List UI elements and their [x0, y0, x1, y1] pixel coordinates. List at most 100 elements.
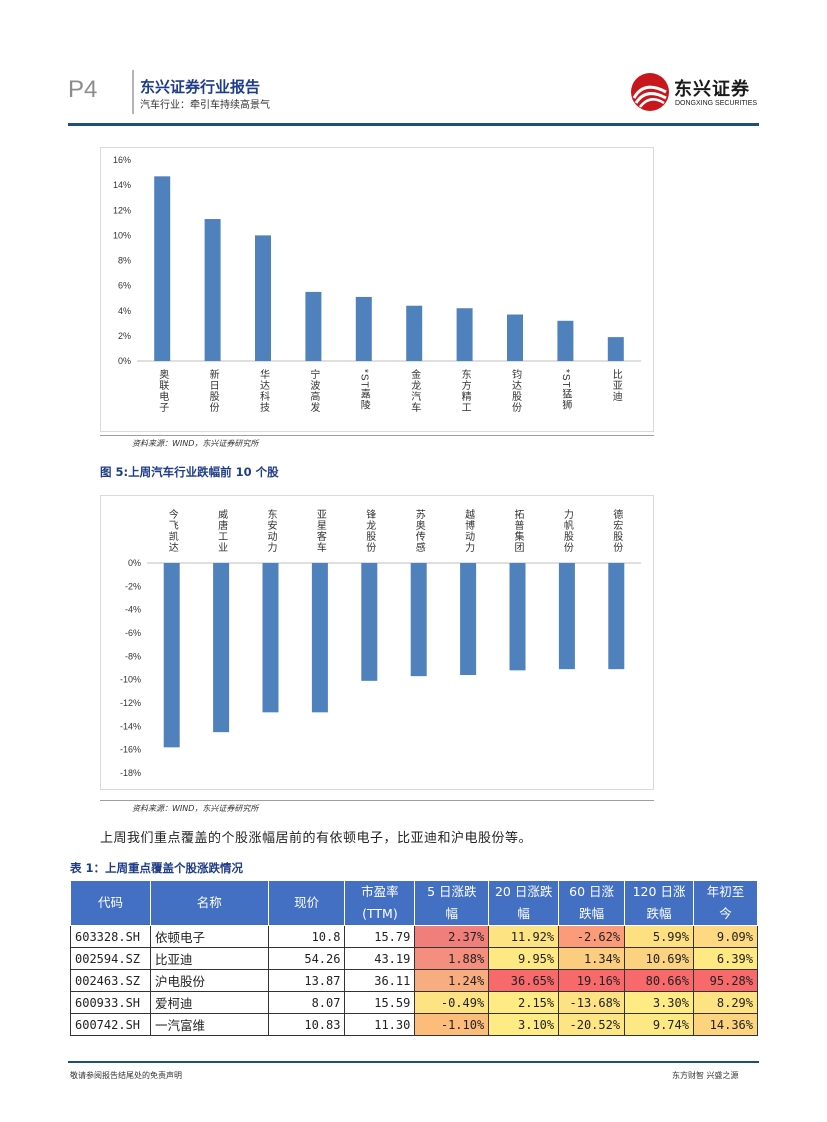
y-tick-label: -12%: [120, 698, 141, 708]
bar: [355, 296, 372, 361]
column-header: 市盈率 (TTM): [344, 880, 416, 926]
footer-rule: [68, 1061, 759, 1063]
report-subtitle: 汽车行业：牵引车持续高景气: [140, 100, 270, 111]
stock-name: 一汽富维: [149, 1013, 269, 1036]
change-120d-cell: 9.74%: [624, 1013, 694, 1036]
gainers-chart: 0% 2% 4% 6% 8% 10% 12% 14% 16% 奥联电子 新日股份 华达科技 宁波高发 *S…: [100, 147, 654, 432]
figure-caption: 图 5:上周汽车行业跌幅前 10 个股: [100, 465, 279, 479]
column-header: 年初至今: [692, 880, 759, 926]
table-row: 600933.SH 爱柯迪 8.07 15.59 -0.49% 2.15% -13.68% 3…: [70, 991, 759, 1014]
bar: [460, 563, 477, 675]
bar: [361, 563, 378, 681]
column-header: 现价: [267, 880, 346, 926]
bar: [311, 563, 328, 713]
x-tick-label: 威唐工业: [216, 508, 228, 553]
table-header-row: 代码 名称 现价 市盈率 (TTM) 5 日涨跌幅 20 日涨跌幅 60 日涨 跌幅 120 日涨…: [70, 880, 759, 926]
bar: [154, 176, 171, 361]
price-cell: 10.83: [267, 1013, 346, 1036]
source-rule: [100, 800, 654, 801]
change-60d-cell: 1.34%: [558, 947, 626, 970]
x-tick-label: 奥联电子: [157, 368, 169, 413]
stock-code: 600742.SH: [70, 1013, 151, 1036]
pe-cell: 43.19: [344, 947, 416, 970]
column-header: 120 日涨 跌幅: [624, 880, 694, 926]
change-60d-cell: -2.62%: [558, 925, 626, 948]
bar: [456, 308, 473, 361]
pe-cell: 11.30: [344, 1013, 416, 1036]
bar: [204, 219, 221, 361]
bar: [410, 563, 427, 677]
bar: [262, 563, 279, 713]
change-5d-cell: -1.10%: [414, 1013, 490, 1036]
x-tick-label: 越博动力: [463, 508, 475, 553]
logo-text-en: DONGXING SECURITIES: [675, 100, 758, 107]
x-tick-label: 宁波高发: [308, 368, 320, 413]
stock-name: 沪电股份: [149, 969, 269, 992]
column-header: 20 日涨跌幅: [488, 880, 560, 926]
x-tick-label: 力帆股份: [561, 508, 573, 553]
y-tick-label: 12%: [113, 205, 131, 215]
stock-code: 002463.SZ: [70, 969, 151, 992]
x-tick-label: 钧达股份: [510, 369, 522, 413]
disclaimer-note: 敬请参阅报告结尾处的免责声明: [70, 1071, 182, 1080]
price-cell: 8.07: [267, 991, 346, 1014]
y-tick-label: 0%: [118, 356, 131, 366]
bar: [557, 320, 574, 361]
change-5d-cell: 1.24%: [414, 969, 490, 992]
header-divider: [132, 70, 134, 114]
column-header: 5 日涨跌幅: [414, 880, 490, 926]
x-tick-label: 拓普集团: [512, 509, 524, 553]
change-60d-cell: 19.16%: [558, 969, 626, 992]
pe-cell: 36.11: [344, 969, 416, 992]
chart2-source: 资料来源：WIND，东兴证券研究所: [132, 804, 259, 813]
y-tick-label: 16%: [113, 155, 131, 165]
y-tick-label: -6%: [125, 628, 141, 638]
column-header: 名称: [149, 880, 269, 926]
y-tick-label: -8%: [125, 651, 141, 661]
change-ytd-cell: 8.29%: [692, 991, 759, 1014]
change-120d-cell: 80.66%: [624, 969, 694, 992]
y-tick-label: 10%: [113, 230, 131, 240]
x-tick-label: *ST嘉陵: [358, 369, 370, 411]
change-ytd-cell: 14.36%: [692, 1013, 759, 1036]
change-5d-cell: 1.88%: [414, 947, 490, 970]
source-rule: [100, 435, 654, 436]
y-tick-label: -14%: [120, 721, 141, 731]
y-tick-label: -10%: [120, 675, 141, 685]
change-5d-cell: 2.37%: [414, 925, 490, 948]
change-20d-cell: 11.92%: [488, 925, 560, 948]
bar: [305, 291, 322, 361]
x-tick-label: 金龙汽车: [409, 368, 421, 413]
y-tick-label: -16%: [120, 745, 141, 755]
change-5d-cell: -0.49%: [414, 991, 490, 1014]
bar: [608, 563, 625, 670]
page-header: P4 东兴证券行业报告 汽车行业：牵引车持续高景气 东兴证券 DONGXING …: [0, 0, 827, 130]
bar: [255, 235, 271, 361]
pe-cell: 15.59: [344, 991, 416, 1014]
y-tick-label: -2%: [125, 581, 141, 591]
x-tick-label: 亚星客车: [314, 509, 326, 553]
bar: [406, 305, 423, 361]
y-tick-label: 6%: [118, 281, 131, 291]
report-title: 东兴证券行业报告: [140, 78, 261, 96]
change-60d-cell: -20.52%: [558, 1013, 626, 1036]
change-120d-cell: 10.69%: [624, 947, 694, 970]
change-60d-cell: -13.68%: [558, 991, 626, 1014]
change-ytd-cell: 95.28%: [692, 969, 759, 992]
x-tick-label: 锋龙股份: [364, 508, 376, 553]
bar: [163, 563, 180, 748]
y-tick-label: 4%: [118, 306, 131, 316]
x-tick-label: 华达科技: [258, 368, 270, 413]
logo-text-cn: 东兴证券: [674, 79, 750, 100]
column-header: 60 日涨 跌幅: [558, 880, 626, 926]
x-tick-label: 新日股份: [207, 368, 219, 413]
body-paragraph: 上周我们重点覆盖的个股涨幅居前的有依顿电子，比亚迪和沪电股份等。: [100, 831, 533, 846]
table-body: 603328.SH 依顿电子 10.8 15.79 2.37% 11.92% -2.62% 5…: [70, 925, 759, 1036]
bar: [558, 563, 575, 670]
y-tick-label: 2%: [118, 331, 131, 341]
losers-chart-svg: 0% -2% -4% -6% -8% -10% -12% -14% -16% -18% 今飞凯达 威唐…: [120, 508, 641, 778]
page-number: P4: [68, 76, 98, 103]
change-120d-cell: 5.99%: [624, 925, 694, 948]
company-logo: 东兴证券 DONGXING SECURITIES: [630, 72, 760, 114]
footer-slogan: 东方财智 兴盛之源: [672, 1071, 739, 1080]
